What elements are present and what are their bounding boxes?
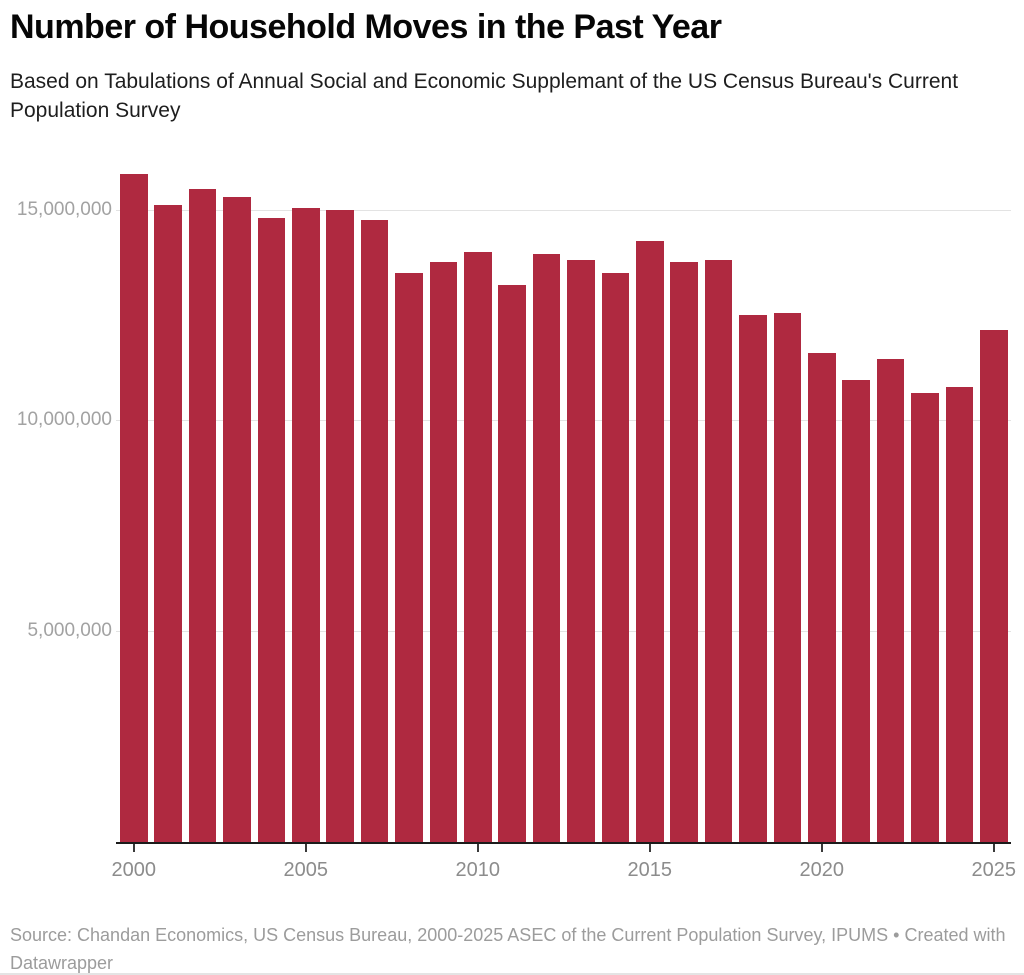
x-axis-label-2020: 2020	[799, 859, 845, 881]
bars	[120, 160, 1012, 844]
x-axis-label-2025: 2025	[971, 859, 1017, 881]
bar-2017[interactable]	[704, 260, 733, 844]
gridline-5000000	[116, 631, 1011, 633]
bar-2010[interactable]	[464, 251, 492, 844]
x-axis-tick-2010	[476, 844, 479, 852]
y-axis-label: 15,000,000	[16, 198, 112, 220]
bar-2007[interactable]	[360, 220, 389, 844]
bar-2021[interactable]	[842, 380, 870, 844]
bar-2016[interactable]	[670, 262, 698, 844]
chart-subtitle: Based on Tabulations of Annual Social an…	[10, 70, 959, 122]
bar-2008[interactable]	[395, 272, 423, 844]
bar-2002[interactable]	[188, 188, 217, 844]
x-axis-line	[116, 842, 1011, 844]
bar-2023[interactable]	[911, 392, 939, 844]
bar-2024[interactable]	[945, 386, 974, 844]
bar-2012[interactable]	[532, 253, 561, 844]
bar-2015[interactable]	[636, 241, 664, 844]
bar-2009[interactable]	[429, 262, 458, 844]
bar-2001[interactable]	[154, 205, 182, 844]
x-axis-tick-2005	[304, 844, 307, 852]
bar-2013[interactable]	[567, 260, 595, 844]
x-axis-label-2005: 2005	[283, 859, 329, 881]
x-axis-label-2000: 2000	[111, 859, 157, 881]
bar-2020[interactable]	[808, 352, 836, 844]
x-axis-label-2010: 2010	[455, 859, 501, 881]
x-axis-tick-2020	[820, 844, 823, 852]
gridline-15000000	[116, 209, 1011, 211]
x-axis-label-2015: 2015	[627, 859, 673, 881]
x-axis-tick-2025	[992, 844, 995, 852]
bar-2000[interactable]	[120, 173, 148, 844]
source-caption: Source: Chandan Economics, US Census Bur…	[10, 925, 1006, 973]
bar-2025[interactable]	[980, 329, 1008, 844]
bar-2003[interactable]	[223, 196, 251, 844]
bar-2019[interactable]	[773, 312, 802, 844]
bar-2004[interactable]	[257, 218, 286, 844]
gridline-10000000	[116, 420, 1011, 422]
bar-2018[interactable]	[739, 314, 767, 844]
x-axis-tick-2000	[132, 844, 135, 852]
bar-2011[interactable]	[498, 285, 526, 844]
chart-title: Number of Household Moves in the Past Ye…	[10, 8, 722, 46]
y-axis-label: 5,000,000	[27, 620, 112, 642]
bar-2006[interactable]	[326, 209, 354, 844]
bottom-divider	[0, 973, 1024, 975]
bar-2022[interactable]	[876, 359, 905, 844]
x-axis-tick-2015	[648, 844, 651, 852]
y-axis-label: 10,000,000	[16, 409, 112, 431]
plot-area: 5,000,000 10,000,000 15,000,000 2000 2005 20…	[0, 160, 1024, 890]
bar-2005[interactable]	[292, 207, 320, 844]
bar-2014[interactable]	[601, 272, 630, 844]
